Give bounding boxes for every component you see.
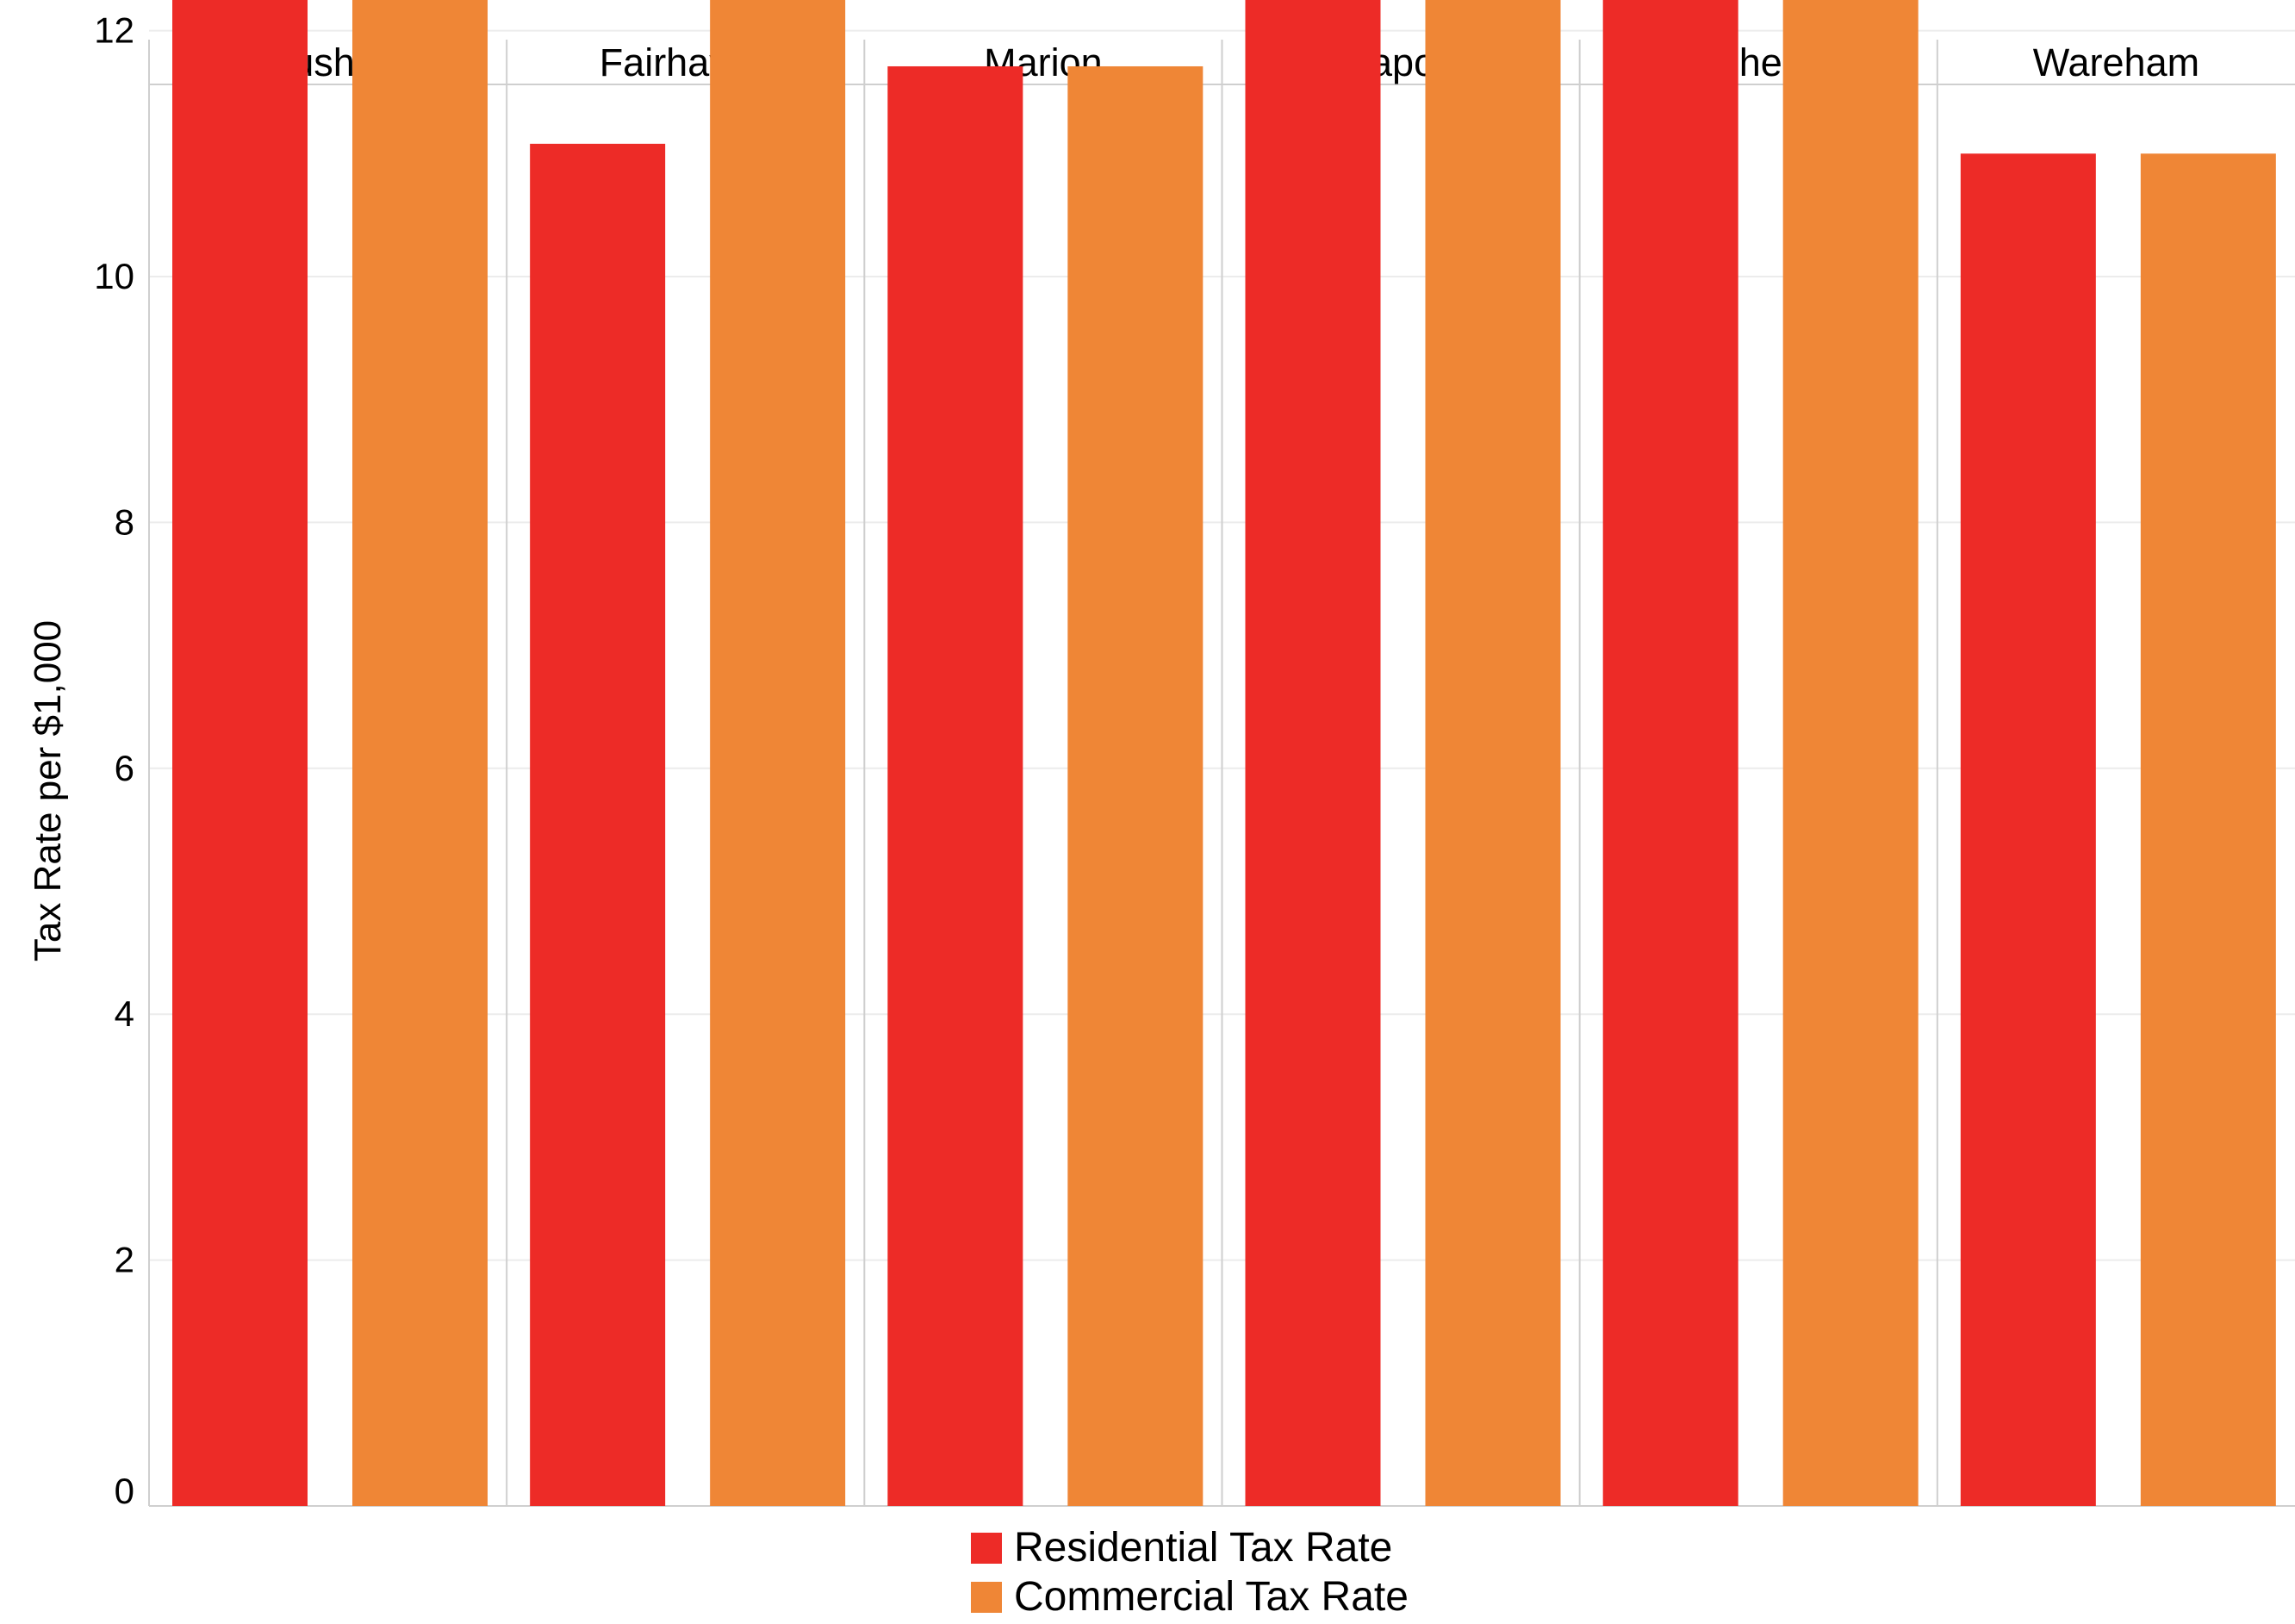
bar-residential — [530, 143, 666, 1506]
bar-commercial — [2140, 153, 2276, 1506]
bar-commercial — [1782, 0, 1919, 1506]
bar-commercial — [710, 0, 846, 1506]
bar-residential — [887, 65, 1023, 1506]
category-label: Wareham — [2033, 40, 2199, 84]
bar-commercial — [1067, 65, 1203, 1506]
bars — [172, 0, 2276, 1507]
bar-commercial — [352, 0, 488, 1507]
legend-label: Commercial Tax Rate — [1014, 1574, 1409, 1620]
legend-swatch — [971, 1582, 1002, 1613]
y-axis-ticks: 0246810121416182022 — [94, 10, 134, 1511]
bar-residential — [1602, 0, 1738, 1506]
bar-residential — [1245, 0, 1381, 1506]
y-tick-label: 12 — [94, 10, 134, 51]
y-tick-label: 6 — [115, 748, 134, 788]
legend-label: Residential Tax Rate — [1014, 1525, 1392, 1571]
y-tick-label: 0 — [115, 1471, 134, 1511]
y-axis-title: Tax Rate per $1,000 — [27, 620, 69, 961]
y-tick-label: 4 — [115, 993, 134, 1034]
y-tick-label: 2 — [115, 1240, 134, 1280]
bar-residential — [1960, 153, 2096, 1506]
bar-commercial — [1425, 0, 1561, 1506]
bar-residential — [172, 0, 308, 1507]
y-tick-label: 10 — [94, 256, 134, 296]
legend-swatch — [971, 1533, 1002, 1564]
y-tick-label: 8 — [115, 501, 134, 542]
